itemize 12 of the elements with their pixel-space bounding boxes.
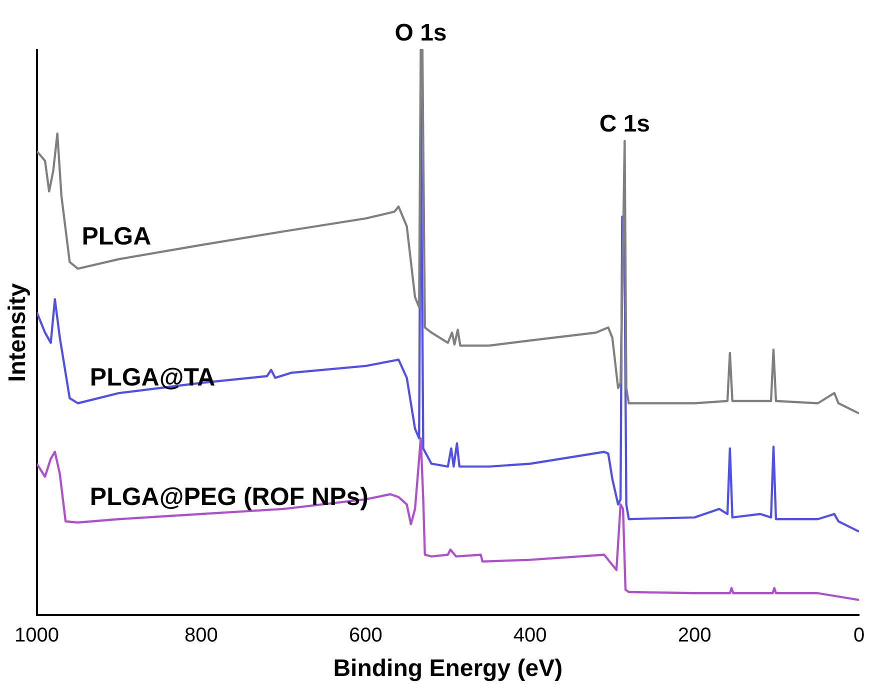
x-tick-label: 400: [513, 624, 547, 647]
x-tick-label: 200: [678, 624, 712, 647]
series-label: PLGA@TA: [90, 364, 216, 392]
x-tick-label: 1000: [14, 624, 60, 647]
x-tick-label: 600: [348, 624, 382, 647]
x-tick-label: 0: [853, 624, 865, 647]
x-tick-label: 800: [184, 624, 218, 647]
y-axis-title: Intensity: [4, 282, 32, 382]
x-axis-title: Binding Energy (eV): [333, 655, 563, 682]
annotation: O 1s: [394, 20, 447, 47]
series-label: PLGA: [82, 222, 152, 250]
annotation: C 1s: [599, 110, 650, 138]
